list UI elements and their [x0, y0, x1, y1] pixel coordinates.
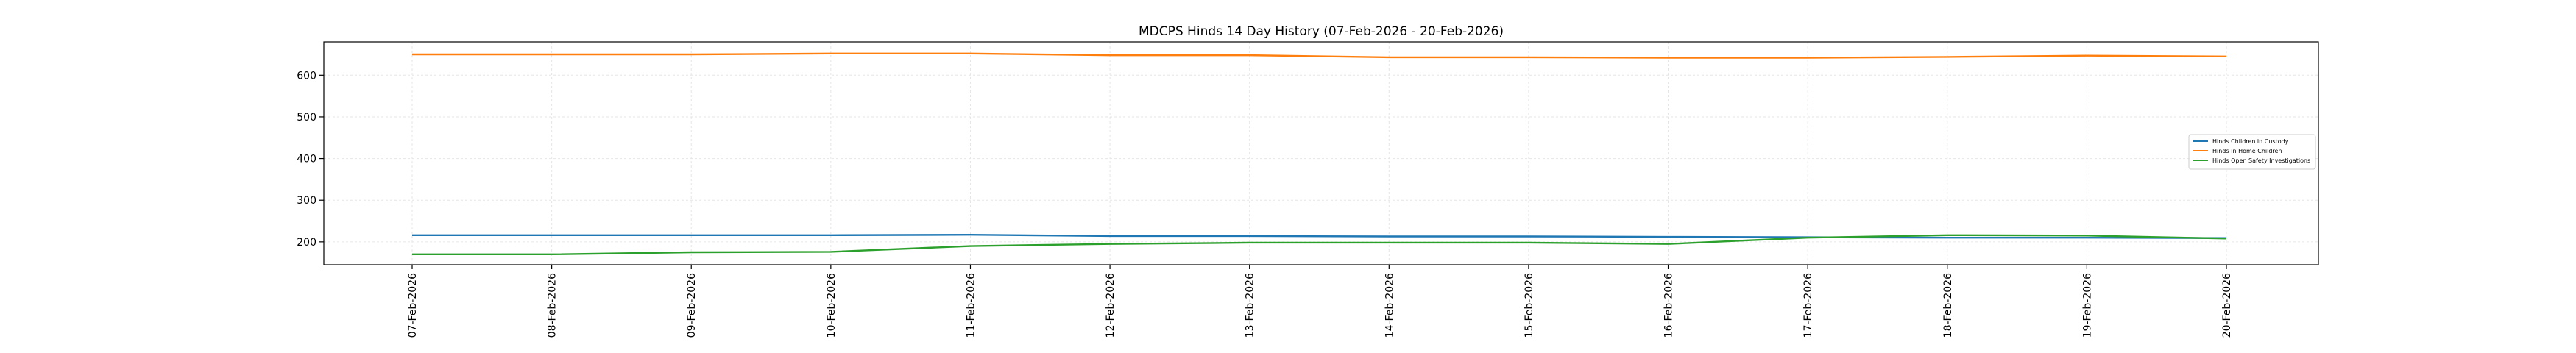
x-tick-label: 09-Feb-2026 — [686, 273, 698, 338]
x-tick-label: 19-Feb-2026 — [2081, 273, 2093, 338]
x-tick-label: 15-Feb-2026 — [1524, 273, 1535, 338]
x-tick-label: 18-Feb-2026 — [1942, 273, 1954, 338]
x-tick-label: 14-Feb-2026 — [1384, 273, 1395, 338]
y-tick-label: 500 — [297, 112, 316, 124]
legend: Hinds Children in Custody Hinds In Home C… — [2188, 134, 2316, 170]
x-tick-label: 17-Feb-2026 — [1802, 273, 1814, 338]
series-line — [412, 234, 2227, 239]
x-tick-label: 13-Feb-2026 — [1245, 273, 1256, 338]
x-tick-label: 08-Feb-2026 — [547, 273, 559, 338]
series-line — [412, 52, 2227, 59]
y-axis: 200 300 400 500 600 — [297, 70, 324, 249]
plot-area-frame — [323, 41, 2319, 265]
x-tick-label: 10-Feb-2026 — [826, 273, 838, 338]
x-tick-label: 20-Feb-2026 — [2221, 273, 2233, 338]
legend-label: Hinds Children in Custody — [2212, 138, 2289, 145]
legend-box — [2188, 134, 2316, 170]
y-tick-label: 400 — [297, 154, 316, 165]
legend-label: Hinds In Home Children — [2212, 148, 2282, 154]
x-tick-label: 11-Feb-2026 — [965, 273, 977, 338]
series-lines — [412, 52, 2227, 256]
legend-label: Hinds Open Safety Investigations — [2212, 157, 2310, 164]
y-tick-label: 200 — [297, 237, 316, 249]
x-tick-label: 16-Feb-2026 — [1663, 273, 1675, 338]
y-tick-label: 600 — [297, 70, 316, 82]
x-tick-label: 07-Feb-2026 — [407, 273, 419, 338]
x-tick-label: 12-Feb-2026 — [1105, 273, 1117, 338]
series-line — [412, 234, 2227, 256]
grid — [324, 42, 2318, 265]
x-axis: 07-Feb-2026 08-Feb-2026 09-Feb-2026 10-Feb-… — [407, 265, 2233, 338]
chart-title: MDCPS Hinds 14 Day History (07-Feb-2026 … — [1139, 24, 1504, 39]
y-tick-label: 300 — [297, 195, 316, 207]
